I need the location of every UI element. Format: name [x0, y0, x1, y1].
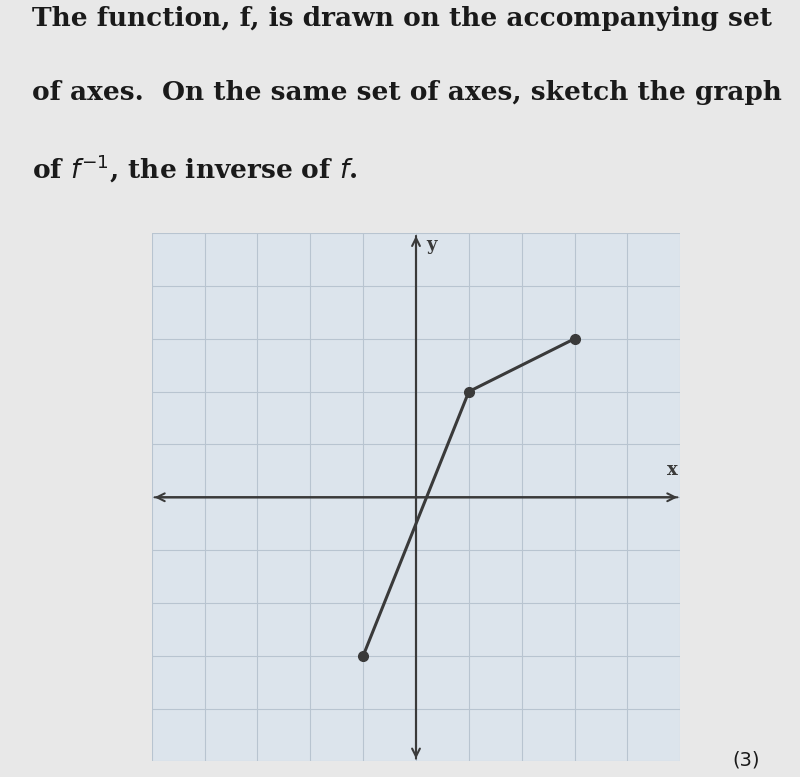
- Text: (3): (3): [733, 751, 760, 769]
- Text: of axes.  On the same set of axes, sketch the graph: of axes. On the same set of axes, sketch…: [32, 80, 782, 105]
- Text: The function, f, is drawn on the accompanying set: The function, f, is drawn on the accompa…: [32, 6, 772, 31]
- Text: y: y: [426, 235, 437, 254]
- Text: of $f^{-1}$, the inverse of $f$.: of $f^{-1}$, the inverse of $f$.: [32, 153, 358, 186]
- Text: x: x: [666, 461, 678, 479]
